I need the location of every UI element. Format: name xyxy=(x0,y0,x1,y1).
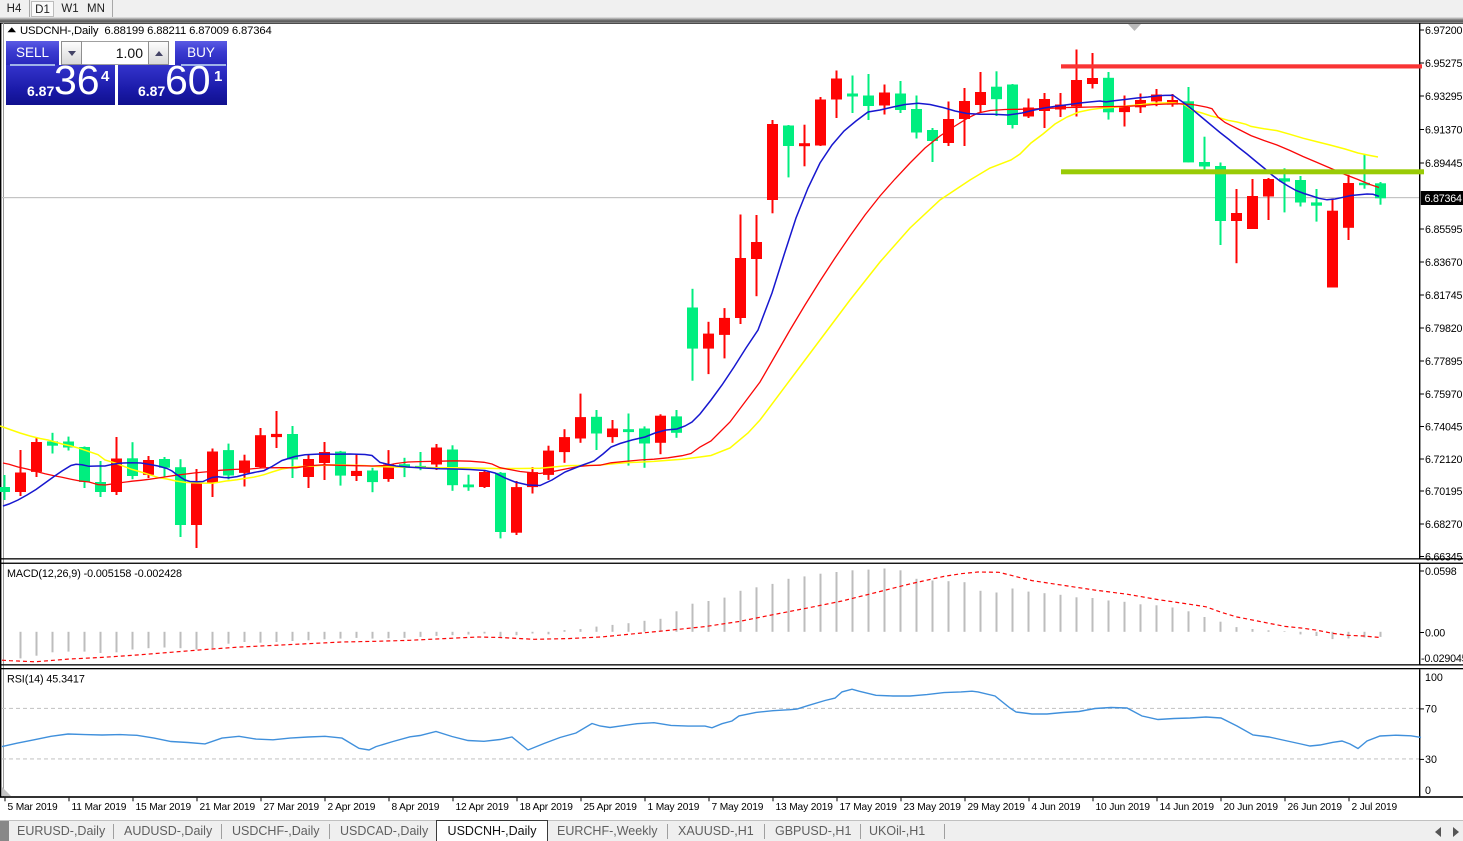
svg-text:12 Apr 2019: 12 Apr 2019 xyxy=(456,802,510,813)
svg-text:6.77895: 6.77895 xyxy=(1425,356,1462,368)
svg-text:30: 30 xyxy=(1425,754,1437,766)
svg-text:USDCNH-,Daily 6.88199 6.88211: USDCNH-,Daily 6.88199 6.88211 6.87009 6.… xyxy=(20,25,272,37)
svg-text:14 Jun 2019: 14 Jun 2019 xyxy=(1160,802,1215,813)
svg-text:27 Mar 2019: 27 Mar 2019 xyxy=(264,802,320,813)
svg-text:6.91370: 6.91370 xyxy=(1425,125,1462,137)
svg-text:6.79820: 6.79820 xyxy=(1425,323,1462,335)
svg-text:MACD(12,26,9) -0.005158 -0.002: MACD(12,26,9) -0.005158 -0.002428 xyxy=(7,568,182,580)
svg-text:0.00: 0.00 xyxy=(1425,628,1445,640)
svg-text:11 Mar 2019: 11 Mar 2019 xyxy=(72,802,127,813)
svg-text:6.83670: 6.83670 xyxy=(1425,257,1462,269)
svg-text:7 May 2019: 7 May 2019 xyxy=(712,802,764,813)
svg-text:RSI(14) 45.3417: RSI(14) 45.3417 xyxy=(7,674,85,686)
svg-text:6.89445: 6.89445 xyxy=(1425,158,1462,170)
svg-text:1 May 2019: 1 May 2019 xyxy=(648,802,700,813)
svg-text:6.93295: 6.93295 xyxy=(1425,91,1462,103)
svg-text:0.0598: 0.0598 xyxy=(1425,566,1457,578)
svg-text:6.74045: 6.74045 xyxy=(1425,422,1462,434)
svg-text:18 Apr 2019: 18 Apr 2019 xyxy=(520,802,574,813)
svg-text:6.95275: 6.95275 xyxy=(1425,58,1462,70)
svg-text:21 Mar 2019: 21 Mar 2019 xyxy=(200,802,256,813)
svg-text:6.85595: 6.85595 xyxy=(1425,224,1462,236)
svg-text:23 May 2019: 23 May 2019 xyxy=(904,802,962,813)
svg-text:10 Jun 2019: 10 Jun 2019 xyxy=(1096,802,1151,813)
svg-text:6.68270: 6.68270 xyxy=(1425,519,1462,531)
svg-text:15 Mar 2019: 15 Mar 2019 xyxy=(136,802,192,813)
svg-text:6.66345: 6.66345 xyxy=(1425,552,1462,564)
svg-text:-0.029045: -0.029045 xyxy=(1421,653,1463,665)
svg-text:6.75970: 6.75970 xyxy=(1425,389,1462,401)
svg-text:13 May 2019: 13 May 2019 xyxy=(776,802,834,813)
svg-text:8 Apr 2019: 8 Apr 2019 xyxy=(392,802,440,813)
svg-text:4 Jun 2019: 4 Jun 2019 xyxy=(1032,802,1081,813)
svg-text:6.81745: 6.81745 xyxy=(1425,290,1462,302)
svg-text:26 Jun 2019: 26 Jun 2019 xyxy=(1288,802,1343,813)
svg-text:6.70195: 6.70195 xyxy=(1425,486,1462,498)
svg-text:25 Apr 2019: 25 Apr 2019 xyxy=(584,802,638,813)
svg-text:70: 70 xyxy=(1425,704,1437,716)
svg-text:6.72120: 6.72120 xyxy=(1425,454,1462,466)
svg-text:0: 0 xyxy=(1425,785,1431,797)
svg-text:29 May 2019: 29 May 2019 xyxy=(968,802,1026,813)
svg-text:2 Jul 2019: 2 Jul 2019 xyxy=(1352,802,1398,813)
svg-text:5 Mar 2019: 5 Mar 2019 xyxy=(8,802,59,813)
svg-text:17 May 2019: 17 May 2019 xyxy=(840,802,898,813)
svg-text:100: 100 xyxy=(1425,672,1443,684)
svg-text:2 Apr 2019: 2 Apr 2019 xyxy=(328,802,376,813)
svg-text:6.97200: 6.97200 xyxy=(1425,25,1462,37)
svg-text:6.87364: 6.87364 xyxy=(1425,193,1462,205)
svg-text:20 Jun 2019: 20 Jun 2019 xyxy=(1224,802,1279,813)
